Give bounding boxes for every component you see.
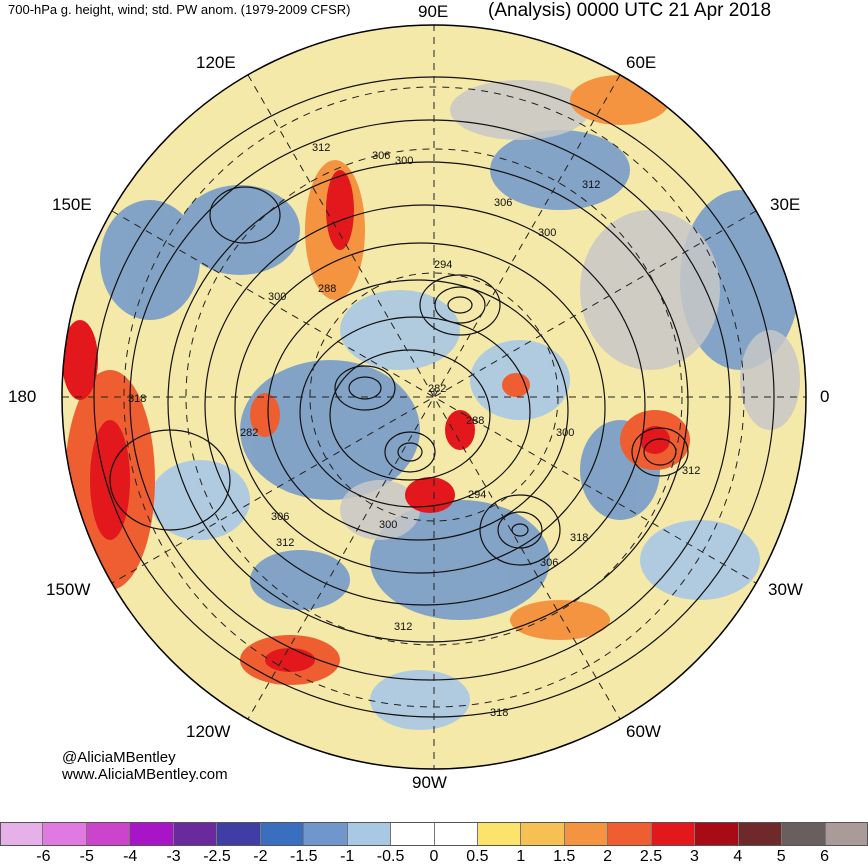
contour-label: 288 [318,283,336,295]
lon-label-90w: 90W [412,773,447,792]
colorbar-swatch [304,822,348,846]
lon-label-30w: 30W [768,580,803,599]
contour-label: 312 [276,537,294,549]
lon-label-60e: 60E [626,53,657,72]
colorbar-swatch [173,822,218,846]
colorbar-tick-label: 1.5 [553,848,576,865]
colorbar-tick-label: -5 [79,848,94,865]
colorbar-tick-label: 4 [733,848,743,865]
contour-label: 312 [312,142,330,154]
colorbar-tick-label: 0 [429,848,439,865]
colorbar [0,822,868,846]
colorbar-swatch [347,822,392,846]
light-negative-fields [150,290,760,730]
colorbar-swatch [434,822,478,846]
credit-handle: @AliciaMBentley [62,749,176,766]
lon-label-120e: 120E [196,53,236,72]
colorbar-swatch [260,822,305,846]
colorbar-tick-label: 2.5 [639,848,663,865]
negative-anomaly-fields [100,130,800,620]
colorbar-tick-label: -1.5 [290,848,318,865]
colorbar-tick-label: -6 [36,848,51,865]
colorbar-tick-label: 3 [689,848,699,865]
colorbar-swatch [43,822,87,846]
colorbar-tick-label: 0.5 [466,848,489,865]
colorbar-tick-label: 5 [776,848,786,865]
contour-label: 300 [395,155,413,167]
contour-label: 300 [268,291,286,303]
valid-time-title: (Analysis) 0000 UTC 21 Apr 2018 [488,0,772,21]
contour-label: 318 [128,393,146,405]
contour-label: 306 [540,557,558,569]
colorbar-swatch [738,822,783,846]
map-border [61,24,807,770]
colorbar-swatch [86,822,131,846]
contour-label: 294 [468,489,486,501]
colorbar-ticks: -6 -5 -4 -3 -2.5 -2 -1.5 -1 -0.5 0 0.5 1 1.5 2 2.5 3 4 5 6 [0,848,868,865]
colorbar-swatch [130,822,174,846]
colorbar-swatch [825,822,868,846]
contour-label: 306 [271,511,289,523]
lon-label-60w: 60W [626,722,661,741]
contour-label: 300 [538,227,556,239]
contour-label: 312 [394,621,412,633]
chart-title: 700-hPa g. height, wind; std. PW anom. (… [8,2,351,17]
colorbar-tick-label: -3 [166,848,181,865]
credit-website: www.AliciaMBentley.com [62,766,228,783]
colorbar-swatch [564,822,609,846]
contour-label: 282 [240,427,258,439]
colorbar-tick-label: 1 [516,848,526,865]
colorbar-swatch [651,822,696,846]
lon-label-150e: 150E [52,195,92,214]
contour-label: 282 [428,383,446,395]
lon-label-90e: 90E [418,2,449,21]
colorbar-tick-label: -4 [123,848,138,865]
colorbar-swatch [608,822,652,846]
lon-label-0: 0 [820,387,830,406]
contour-label: 312 [682,465,700,477]
contour-label: 300 [379,519,397,531]
lon-label-120w: 120W [186,722,231,741]
contour-label: 294 [434,259,452,271]
contour-label: 288 [466,415,484,427]
graticule [62,25,806,769]
lon-label-150w: 150W [46,580,91,599]
colorbar-swatch [521,822,565,846]
colorbar-tick-label: -2 [253,848,268,865]
colorbar-swatch [695,822,739,846]
lon-label-180: 180 [8,387,37,406]
contour-label: 318 [490,707,508,719]
colorbar-swatch [477,822,522,846]
contour-label: 312 [582,179,600,191]
contour-label: 318 [570,532,588,544]
colorbar-tick-label: 6 [820,848,830,865]
contour-label-group: 312 306 300 306 312 300 294 288 300 282 … [128,142,700,719]
contour-label: 306 [372,150,390,162]
contour-label: 300 [556,427,574,439]
colorbar-swatch [391,822,435,846]
colorbar-tick-label: -2.5 [203,848,231,865]
colorbar-swatch [217,822,261,846]
lon-label-30e: 30E [770,195,801,214]
colorbar-swatch [782,822,826,846]
colorbar-tick-label: 2 [603,848,613,865]
anomaly-background [62,25,806,769]
colorbar-tick-label: -1 [340,848,355,865]
colorbar-swatch [0,822,44,846]
contour-label: 306 [494,197,512,209]
colorbar-tick-label: -0.5 [376,848,405,865]
